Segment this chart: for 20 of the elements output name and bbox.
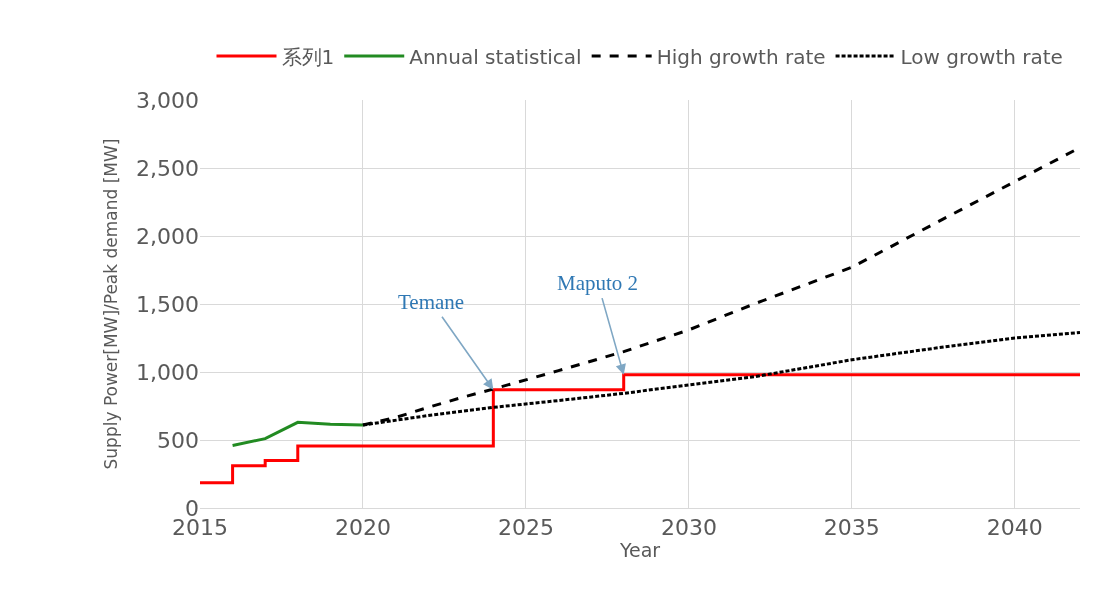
x-tick-label: 2035 <box>823 515 880 541</box>
x-tick-label: 2015 <box>172 515 228 541</box>
x-axis-title: Year <box>618 539 661 562</box>
annotation: Temane <box>398 290 465 314</box>
legend-label: Annual statistical <box>409 44 582 69</box>
x-tick-label: 2020 <box>334 515 391 541</box>
annotation: Maputo 2 <box>557 271 639 295</box>
legend-label: High growth rate <box>656 44 826 69</box>
y-tick-label: 2,000 <box>136 223 199 249</box>
legend-label: Low growth rate <box>900 44 1063 69</box>
y-tick-label: 2,500 <box>136 155 199 181</box>
x-tick-label: 2025 <box>497 515 554 541</box>
legend-label: 系列1 <box>281 44 335 69</box>
y-tick-label: 1,500 <box>136 291 199 317</box>
y-tick-label: 3,000 <box>136 87 199 113</box>
x-tick-label: 2030 <box>660 515 717 541</box>
y-axis-title: Supply Power[MW]/Peak demand [MW] <box>100 138 121 470</box>
y-tick-label: 1,000 <box>136 359 199 385</box>
x-tick-label: 2040 <box>986 515 1043 541</box>
y-tick-label: 500 <box>157 427 199 453</box>
